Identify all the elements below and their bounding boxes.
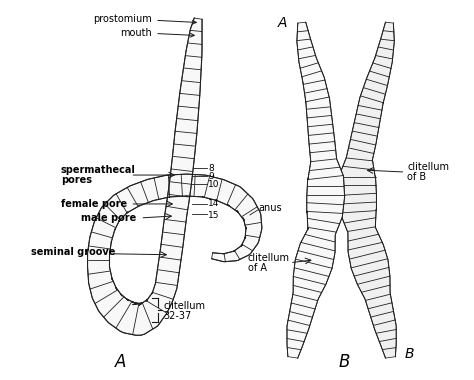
- Text: A: A: [115, 353, 126, 371]
- Text: clitellum: clitellum: [248, 253, 290, 263]
- Text: B: B: [404, 347, 414, 361]
- Text: of A: of A: [248, 263, 267, 273]
- Text: female pore: female pore: [61, 199, 127, 209]
- Text: 9: 9: [208, 171, 214, 180]
- Text: 14: 14: [208, 200, 219, 209]
- Text: prostomium: prostomium: [93, 14, 196, 24]
- Text: clitellum: clitellum: [163, 301, 205, 310]
- Text: 10: 10: [208, 179, 219, 188]
- Text: of B: of B: [407, 172, 427, 182]
- Text: 8: 8: [208, 163, 214, 173]
- Polygon shape: [88, 18, 262, 335]
- Polygon shape: [287, 22, 345, 358]
- Text: seminal groove: seminal groove: [31, 247, 115, 257]
- Text: male pore: male pore: [81, 213, 136, 223]
- Text: A: A: [277, 16, 287, 30]
- Text: anus: anus: [258, 203, 282, 213]
- Text: spermathecal: spermathecal: [61, 165, 136, 175]
- Text: mouth: mouth: [120, 28, 194, 38]
- Text: clitellum: clitellum: [407, 162, 449, 172]
- Text: 15: 15: [208, 211, 219, 220]
- Polygon shape: [338, 22, 396, 358]
- Text: 32-37: 32-37: [163, 310, 191, 321]
- Text: pores: pores: [61, 175, 91, 185]
- Text: B: B: [339, 353, 350, 371]
